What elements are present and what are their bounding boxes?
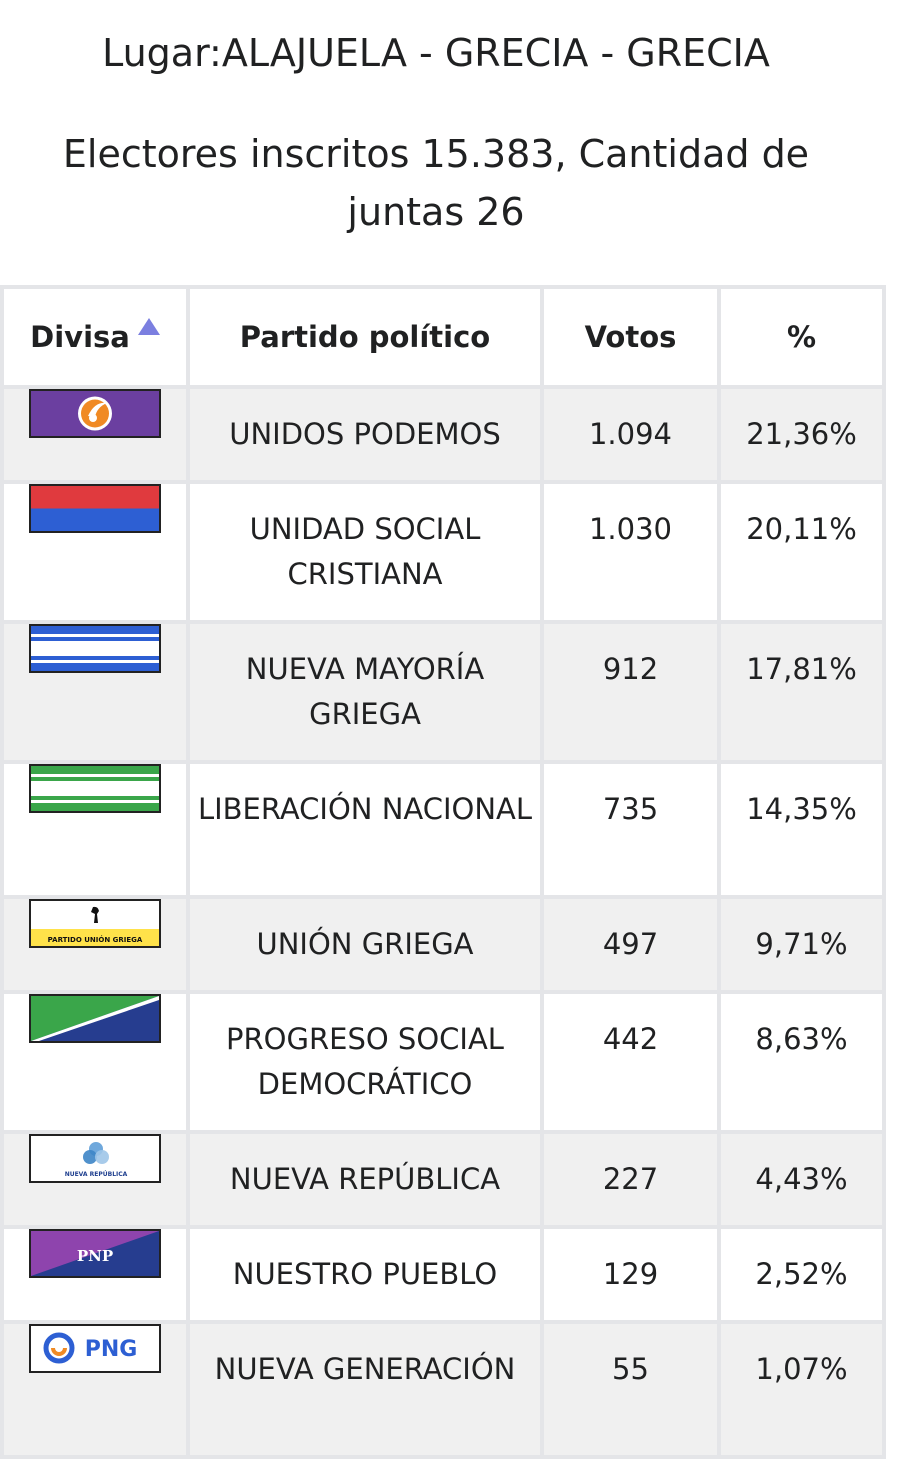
party-cell: UNIDAD SOCIAL CRISTIANA <box>186 480 544 624</box>
flag-cell <box>0 385 190 484</box>
party-name: NUEVA MAYORÍA GRIEGA <box>245 652 485 731</box>
flag-cell: PNG <box>0 1320 190 1459</box>
percent-value: 17,81% <box>746 652 857 686</box>
votes-cell: 129 <box>540 1225 721 1324</box>
percent-value: 20,11% <box>746 512 857 546</box>
percent-cell: 21,36% <box>717 385 886 484</box>
votes-value: 227 <box>602 1162 659 1196</box>
union-griega-flag-text: PARTIDO UNIÓN GRIEGA <box>48 935 143 944</box>
table-row: NUEVA REPÚBLICA NUEVA REPÚBLICA 227 4,43… <box>0 1130 886 1229</box>
percent-value: 14,35% <box>746 792 857 826</box>
votes-value: 735 <box>602 792 659 826</box>
party-name: PROGRESO SOCIAL DEMOCRÁTICO <box>226 1022 504 1101</box>
flag-cell: PARTIDO UNIÓN GRIEGA <box>0 895 190 994</box>
percent-cell: 8,63% <box>717 990 886 1134</box>
table-header-row: Divisa Partido político Votos % <box>0 285 886 389</box>
nueva-mayoria-griega-flag-icon <box>29 624 161 673</box>
votes-value: 129 <box>602 1257 659 1291</box>
party-name: LIBERACIÓN NACIONAL <box>197 792 533 826</box>
percent-cell: 14,35% <box>717 760 886 899</box>
table-row: PNP NUESTRO PUEBLO 129 2,52% <box>0 1225 886 1324</box>
pln-flag-icon <box>29 764 161 813</box>
pnp-flag-icon: PNP <box>29 1229 161 1278</box>
party-name: UNIDAD SOCIAL CRISTIANA <box>249 512 481 591</box>
votes-value: 497 <box>602 927 659 961</box>
votes-cell: 1.094 <box>540 385 721 484</box>
png-flag-icon: PNG <box>29 1324 161 1373</box>
party-name: UNIDOS PODEMOS <box>229 417 501 451</box>
sort-ascending-icon[interactable] <box>137 317 160 335</box>
flag-cell <box>0 990 190 1134</box>
votes-cell: 442 <box>540 990 721 1134</box>
party-name: NUEVA REPÚBLICA <box>229 1162 501 1196</box>
voters-heading: Electores inscritos 15.383, Cantidad de … <box>62 132 810 234</box>
party-name: NUEVA GENERACIÓN <box>214 1352 516 1386</box>
table-row: UNIDOS PODEMOS 1.094 21,36% <box>0 385 886 484</box>
column-header-percent[interactable]: % <box>717 285 886 389</box>
column-header-divisa-label: Divisa <box>30 319 130 354</box>
party-cell: NUESTRO PUEBLO <box>186 1225 544 1324</box>
pusc-flag-icon <box>29 484 161 533</box>
votes-value: 912 <box>602 652 659 686</box>
png-flag-text: PNG <box>85 1337 138 1362</box>
percent-cell: 2,52% <box>717 1225 886 1324</box>
union-griega-flag-icon: PARTIDO UNIÓN GRIEGA <box>29 899 161 948</box>
column-header-party[interactable]: Partido político <box>186 285 544 389</box>
nueva-republica-flag-icon: NUEVA REPÚBLICA <box>29 1134 161 1183</box>
party-cell: NUEVA REPÚBLICA <box>186 1130 544 1229</box>
location-heading: Lugar:ALAJUELA - GRECIA - GRECIA <box>102 31 770 75</box>
percent-cell: 17,81% <box>717 620 886 764</box>
percent-value: 8,63% <box>755 1022 848 1056</box>
flag-cell <box>0 620 190 764</box>
table-row: PARTIDO UNIÓN GRIEGA UNIÓN GRIEGA 497 9,… <box>0 895 886 994</box>
table-row: PNG NUEVA GENERACIÓN 55 1,07% <box>0 1320 886 1459</box>
unidos-podemos-flag-icon <box>29 389 161 438</box>
flag-cell: PNP <box>0 1225 190 1324</box>
percent-value: 4,43% <box>755 1162 848 1196</box>
votes-cell: 735 <box>540 760 721 899</box>
votes-value: 55 <box>612 1352 649 1386</box>
votes-value: 1.094 <box>588 417 673 451</box>
percent-value: 21,36% <box>746 417 857 451</box>
votes-cell: 227 <box>540 1130 721 1229</box>
party-cell: NUEVA GENERACIÓN <box>186 1320 544 1459</box>
votes-cell: 912 <box>540 620 721 764</box>
percent-value: 2,52% <box>755 1257 848 1291</box>
column-header-divisa[interactable]: Divisa <box>0 285 190 389</box>
percent-cell: 9,71% <box>717 895 886 994</box>
results-table: Divisa Partido político Votos % UNID <box>0 285 886 1459</box>
votes-value: 1.030 <box>588 512 673 546</box>
table-row: LIBERACIÓN NACIONAL 735 14,35% <box>0 760 886 899</box>
flag-cell: NUEVA REPÚBLICA <box>0 1130 190 1229</box>
party-cell: PROGRESO SOCIAL DEMOCRÁTICO <box>186 990 544 1134</box>
nueva-republica-flag-text: NUEVA REPÚBLICA <box>65 1171 128 1178</box>
votes-cell: 1.030 <box>540 480 721 624</box>
party-name: NUESTRO PUEBLO <box>232 1257 498 1291</box>
column-header-votes[interactable]: Votos <box>540 285 721 389</box>
party-name: UNIÓN GRIEGA <box>256 927 474 961</box>
table-row: NUEVA MAYORÍA GRIEGA 912 17,81% <box>0 620 886 764</box>
votes-cell: 55 <box>540 1320 721 1459</box>
percent-value: 1,07% <box>755 1352 848 1386</box>
percent-cell: 4,43% <box>717 1130 886 1229</box>
pnp-flag-text: PNP <box>77 1247 113 1265</box>
party-cell: LIBERACIÓN NACIONAL <box>186 760 544 899</box>
votes-value: 442 <box>602 1022 659 1056</box>
percent-cell: 1,07% <box>717 1320 886 1459</box>
party-cell: UNIDOS PODEMOS <box>186 385 544 484</box>
party-cell: NUEVA MAYORÍA GRIEGA <box>186 620 544 764</box>
table-row: UNIDAD SOCIAL CRISTIANA 1.030 20,11% <box>0 480 886 624</box>
flag-cell <box>0 760 190 899</box>
percent-cell: 20,11% <box>717 480 886 624</box>
percent-value: 9,71% <box>755 927 848 961</box>
table-row: PROGRESO SOCIAL DEMOCRÁTICO 442 8,63% <box>0 990 886 1134</box>
party-cell: UNIÓN GRIEGA <box>186 895 544 994</box>
votes-cell: 497 <box>540 895 721 994</box>
psd-flag-icon <box>29 994 161 1043</box>
flag-cell <box>0 480 190 624</box>
